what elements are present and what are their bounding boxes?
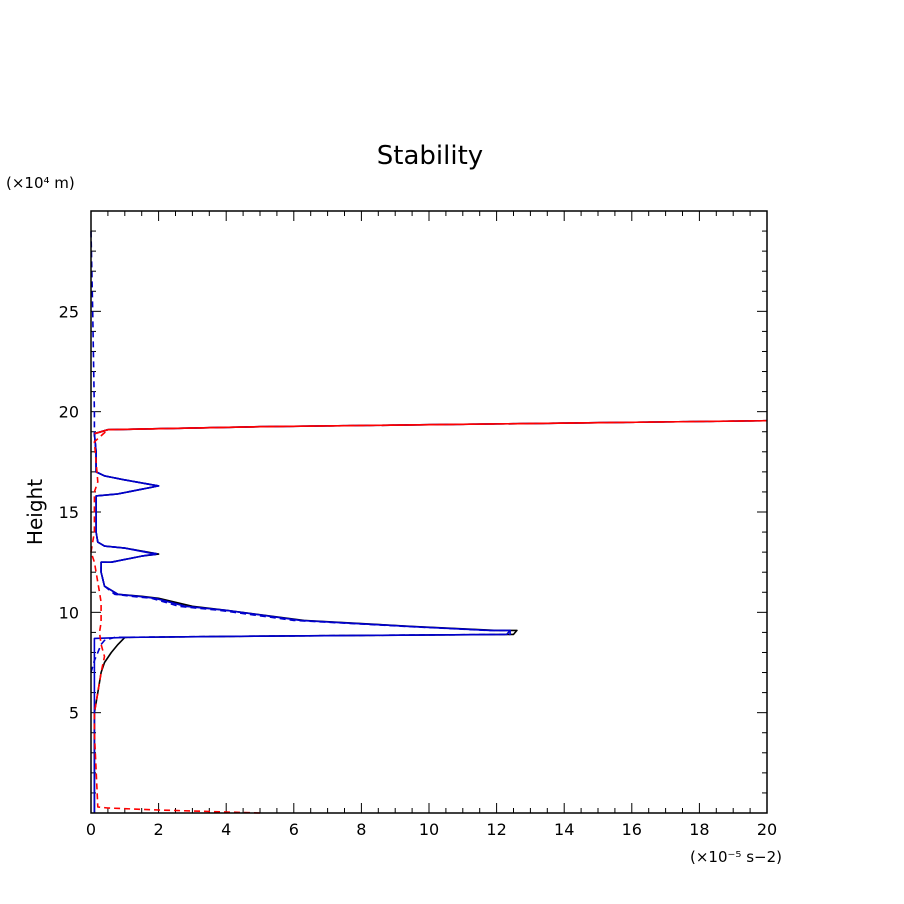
x-tick-label: 10 [419, 820, 439, 839]
x-tick-label: 8 [356, 820, 366, 839]
x-tick-label: 20 [757, 820, 777, 839]
x-tick-label: 0 [86, 820, 96, 839]
x-tick-label: 12 [486, 820, 506, 839]
series-line-2 [93, 419, 768, 813]
y-tick-label: 10 [59, 603, 79, 622]
x-tick-label: 14 [554, 820, 574, 839]
y-tick-label: 15 [59, 503, 79, 522]
x-tick-label: 6 [289, 820, 299, 839]
series-lines [90, 231, 768, 814]
y-tick-label: 20 [59, 403, 79, 422]
y-tick-label: 25 [59, 302, 79, 321]
x-tick-label: 2 [154, 820, 164, 839]
x-tick-label: 18 [689, 820, 709, 839]
x-tick-label: 16 [622, 820, 642, 839]
y-axis-label: Height [23, 479, 47, 545]
series-line-3 [90, 231, 511, 673]
series-line-4 [90, 419, 768, 814]
x-tick-label: 4 [221, 820, 231, 839]
tick-labels: 0 2 4 6 8 10 12 14 16 18 20 5 10 15 20 25 [59, 302, 778, 839]
series-line-5 [94, 419, 768, 435]
series-line-1 [93, 419, 768, 813]
axis-ticks [90, 210, 768, 814]
y-unit-label: (×10⁴ m) [6, 174, 75, 192]
x-unit-label: (×10⁻⁵ s−2) [690, 848, 782, 866]
y-tick-label: 5 [69, 704, 79, 723]
chart-title: Stability [377, 141, 483, 171]
plot-frame [90, 210, 768, 814]
